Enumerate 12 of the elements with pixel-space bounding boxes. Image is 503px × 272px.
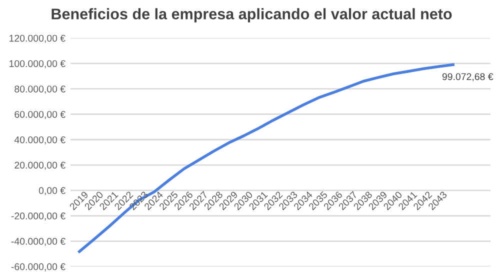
y-tick-label: 60.000,00 € (14, 110, 66, 120)
y-tick-label: 40.000,00 € (14, 136, 66, 144)
y-tick-label: 100.000,00 € (10, 60, 66, 68)
y-tick-label: 120.000,00 € (10, 34, 66, 43)
y-tick-label: 20.000,00 € (14, 162, 66, 170)
y-tick-label: 80.000,00 € (14, 86, 66, 94)
data-label: 99.072,68 € (442, 73, 494, 82)
y-tick-label: -40.000,00 € (11, 238, 66, 246)
y-tick-label: -60.000,00 € (11, 263, 66, 272)
chart-title: Beneficios de la empresa aplicando el valor actual neto (52, 8, 452, 22)
y-tick-label: -20.000,00 € (11, 212, 66, 221)
y-tick-label: 0,00 € (38, 187, 66, 196)
